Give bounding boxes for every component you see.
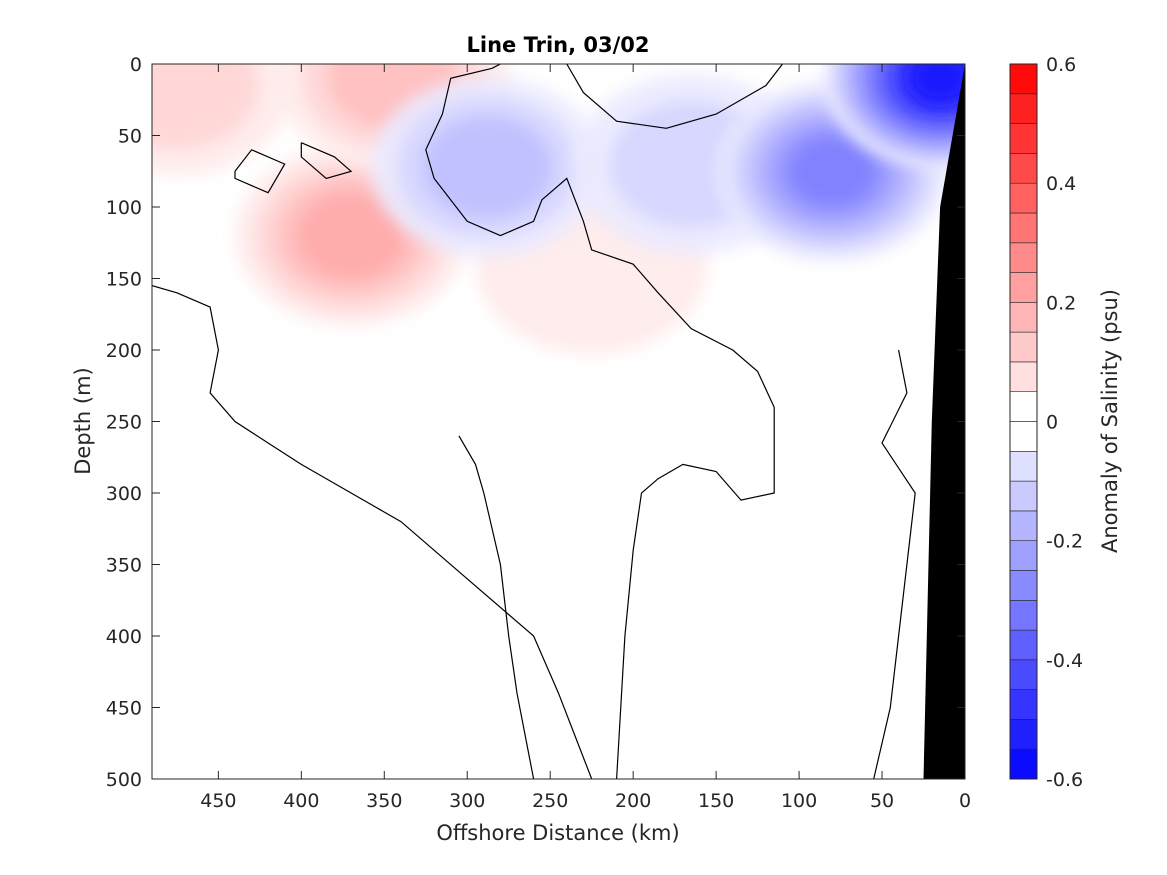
x-tick-label: 0 <box>959 790 971 812</box>
colorbar-segment <box>1009 331 1038 363</box>
x-tick-label: 300 <box>449 790 485 812</box>
colorbar-segment <box>1009 301 1038 333</box>
x-tick-label: 50 <box>870 790 894 812</box>
y-axis-ticks: 0 50 100 150 200 250 300 350 400 450 500 <box>106 54 965 791</box>
zero-contour-upper <box>425 64 775 779</box>
x-tick-label: 400 <box>283 790 319 812</box>
y-tick-label: 150 <box>106 269 142 291</box>
y-axis-label: Depth (m) <box>71 367 95 474</box>
colorbar-segment <box>1009 391 1038 422</box>
colorbar-tick-label: 0.2 <box>1046 292 1076 314</box>
chart-title: Line Trin, 03/02 <box>466 33 649 57</box>
y-tick-label: 300 <box>106 483 142 505</box>
colorbar-frame <box>1009 63 1038 780</box>
anomaly-level-neg-6-5 <box>789 137 875 206</box>
salinity-anomaly-field <box>152 64 965 355</box>
y-tick-label: 400 <box>106 626 142 648</box>
zero-contour-left <box>152 285 593 779</box>
colorbar-segment <box>1009 659 1038 690</box>
zero-contour-mid <box>458 435 535 779</box>
x-tick-label: 350 <box>366 790 402 812</box>
colorbar-segment <box>1009 361 1038 392</box>
colorbar-tick-label: 0 <box>1046 412 1058 434</box>
colorbar-segment <box>1009 599 1038 631</box>
anomaly-level-neg-7-10 <box>909 64 965 103</box>
colorbar-segment <box>1009 421 1038 452</box>
bathymetry-polygon <box>923 64 965 779</box>
x-tick-label: 100 <box>781 790 817 812</box>
zero-contour-loop-a <box>300 142 353 180</box>
colorbar-segment <box>1009 242 1038 273</box>
colorbar-tick-label: -0.4 <box>1046 650 1083 672</box>
y-tick-label: 250 <box>106 412 142 434</box>
colorbar-segment <box>1009 182 1038 214</box>
colorbar-label: Anomaly of Salinity (psu) <box>1098 289 1122 553</box>
colorbar-segment <box>1009 510 1038 541</box>
colorbar-segment <box>1009 480 1038 512</box>
zero-contour-surface <box>566 64 783 129</box>
colorbar-segment <box>1009 93 1038 124</box>
y-tick-label: 450 <box>106 698 142 720</box>
colorbar-segment <box>1009 212 1038 244</box>
x-tick-label: 200 <box>615 790 651 812</box>
y-tick-label: 350 <box>106 555 142 577</box>
colorbar-segment <box>1009 689 1038 720</box>
y-tick-label: 0 <box>130 54 142 76</box>
colorbar-segment <box>1009 719 1038 750</box>
colorbar-tick-label: -0.6 <box>1046 769 1083 791</box>
zero-contour-loop-b <box>234 149 286 194</box>
colorbar-segment <box>1009 272 1038 303</box>
anomaly-level-pos-2-1 <box>152 64 259 150</box>
colorbar-segment <box>1009 748 1038 780</box>
colorbar-ticks: -0.6 -0.4 -0.2 0 0.2 0.4 0.6 <box>1046 54 1083 791</box>
colorbar <box>1009 63 1038 780</box>
colorbar-segment <box>1009 123 1038 154</box>
colorbar-tick-label: -0.2 <box>1046 531 1083 553</box>
bathymetry-mask <box>923 64 965 779</box>
y-tick-label: 200 <box>106 340 142 362</box>
anomaly-level-neg-4-2 <box>422 116 552 218</box>
colorbar-segment <box>1009 629 1038 661</box>
zero-contour-lines <box>152 64 916 779</box>
x-axis-label: Offshore Distance (km) <box>436 821 679 845</box>
x-tick-label: 250 <box>532 790 568 812</box>
x-axis-ticks: 450 400 350 300 250 200 150 100 50 0 <box>200 64 971 812</box>
y-tick-label: 500 <box>106 769 142 791</box>
colorbar-segment <box>1009 450 1038 482</box>
colorbar-tick-label: 0.4 <box>1046 173 1076 195</box>
colorbar-tick-label: 0.6 <box>1046 54 1076 76</box>
y-tick-label: 50 <box>118 126 142 148</box>
colorbar-segment <box>1009 540 1038 571</box>
x-tick-label: 150 <box>698 790 734 812</box>
anomaly-level-pos-0-3 <box>296 192 406 279</box>
x-tick-label: 450 <box>200 790 236 812</box>
colorbar-segment <box>1009 570 1038 601</box>
zero-contour-right <box>873 349 916 779</box>
y-tick-label: 100 <box>106 197 142 219</box>
colorbar-segment <box>1009 63 1038 95</box>
colorbar-segment <box>1009 153 1038 184</box>
